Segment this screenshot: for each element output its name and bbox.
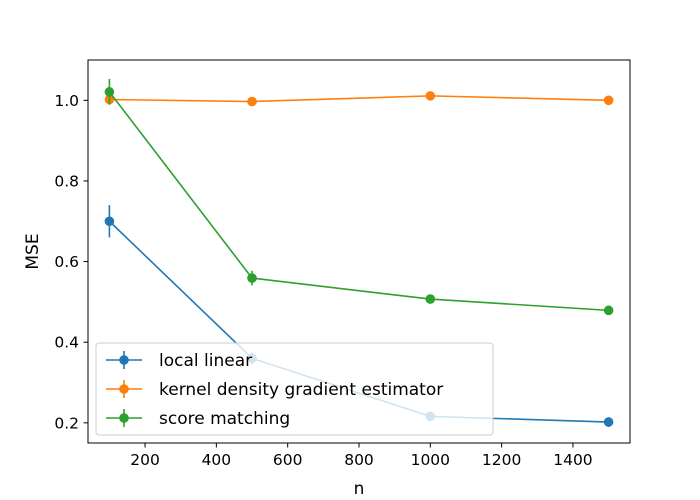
y-axis-label: MSE bbox=[23, 233, 43, 269]
x-tick-label: 1200 bbox=[482, 451, 521, 469]
data-point bbox=[247, 96, 257, 107]
x-tick-label: 400 bbox=[202, 451, 232, 469]
data-point bbox=[603, 95, 614, 106]
legend-marker bbox=[119, 355, 129, 365]
legend-marker bbox=[119, 413, 129, 423]
y-tick-label: 1.0 bbox=[54, 92, 79, 110]
x-axis-label: n bbox=[354, 479, 365, 499]
y-axis: 0.2 0.4 0.6 0.8 1.0 bbox=[54, 92, 88, 432]
series-1 bbox=[104, 91, 614, 107]
data-point bbox=[104, 216, 115, 227]
x-tick-label: 1000 bbox=[411, 451, 450, 469]
y-tick-label: 0.8 bbox=[54, 172, 79, 190]
x-tick-label: 1400 bbox=[553, 451, 592, 469]
legend-entry: local linear bbox=[106, 351, 252, 371]
data-point bbox=[603, 417, 614, 427]
y-tick-label: 0.4 bbox=[54, 334, 79, 352]
x-tick-label: 600 bbox=[273, 451, 303, 469]
legend-label: kernel density gradient estimator bbox=[159, 380, 443, 400]
series-line bbox=[109, 95, 609, 103]
legend-box bbox=[95, 342, 494, 436]
x-tick-label: 800 bbox=[344, 451, 374, 469]
legend-label: local linear bbox=[159, 351, 252, 371]
legend-entry: kernel density gradient estimator bbox=[106, 380, 443, 400]
legend: local linear kernel density gradient esti… bbox=[95, 342, 494, 436]
x-axis: 200 400 600 800 1000 1200 1400 bbox=[130, 443, 593, 469]
y-tick-label: 0.2 bbox=[54, 414, 79, 432]
data-point bbox=[247, 273, 257, 283]
data-point bbox=[104, 87, 115, 97]
data-point bbox=[425, 91, 436, 101]
y-tick-label: 0.6 bbox=[54, 253, 79, 271]
data-point bbox=[425, 294, 436, 304]
x-tick-label: 200 bbox=[130, 451, 160, 469]
series-2 bbox=[104, 78, 614, 316]
legend-entry: score matching bbox=[106, 409, 290, 429]
data-point bbox=[603, 305, 614, 316]
legend-label: score matching bbox=[159, 409, 290, 429]
legend-marker bbox=[119, 384, 129, 394]
series-line bbox=[108, 91, 609, 312]
